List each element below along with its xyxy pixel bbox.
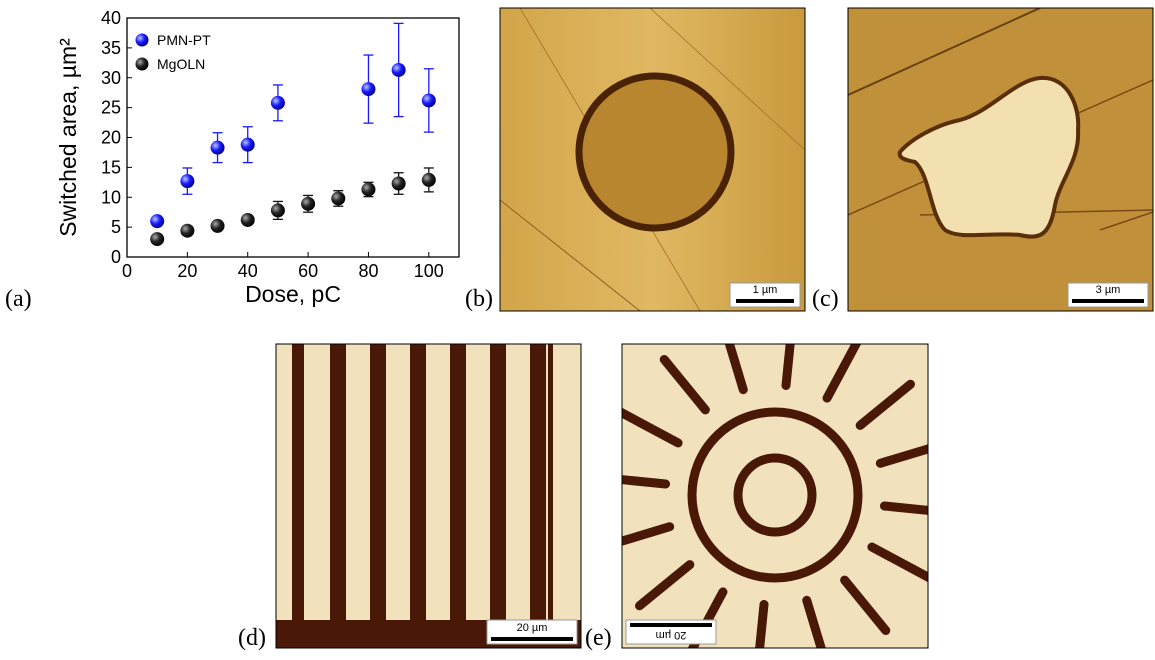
panel-label: (d) — [238, 625, 266, 651]
x-tick-label: 40 — [238, 261, 258, 281]
marker — [180, 174, 194, 188]
x-tick-label: 0 — [122, 261, 132, 281]
marker — [211, 141, 225, 155]
scale-bar-label: 1 µm — [753, 284, 778, 296]
marker — [271, 96, 285, 110]
marker — [392, 63, 406, 77]
image-e — [601, 321, 949, 660]
y-tick-label: 0 — [111, 247, 121, 267]
x-axis-title: Dose, pC — [245, 281, 341, 307]
stripe — [530, 344, 546, 634]
marker — [422, 93, 436, 107]
scale-bar — [1072, 299, 1144, 303]
scale-bar — [736, 299, 794, 303]
figure: 0 5 10 15 20 25 30 35 40 0 20 40 60 80 100 Dose, pC Swit… — [0, 0, 1155, 660]
marker — [150, 232, 164, 246]
scale-bar-label: 3 µm — [1096, 284, 1121, 296]
y-tick-label: 10 — [101, 187, 121, 207]
marker — [301, 197, 315, 211]
y-tick-label: 25 — [101, 98, 121, 118]
y-tick-label: 35 — [101, 38, 121, 58]
stripe — [292, 344, 304, 634]
stripe — [490, 344, 506, 634]
stripe — [370, 344, 386, 634]
x-tick-label: 20 — [177, 261, 197, 281]
y-tick-label: 15 — [101, 157, 121, 177]
marker — [361, 82, 375, 96]
image-d — [276, 344, 581, 648]
panel-label: (a) — [5, 286, 32, 312]
panel-label: (e) — [585, 625, 612, 651]
stripe — [330, 344, 346, 634]
scale-bar-label: 20 µm — [656, 629, 687, 641]
y-tick-label: 5 — [111, 217, 121, 237]
marker — [422, 173, 436, 187]
y-tick-label: 20 — [101, 128, 121, 148]
stripe — [410, 344, 426, 634]
marker — [331, 191, 345, 205]
y-tick-label: 40 — [101, 8, 121, 28]
panel-label: (c) — [812, 286, 839, 312]
marker — [392, 177, 406, 191]
marker — [150, 214, 164, 228]
x-tick-label: 60 — [298, 261, 318, 281]
legend-marker — [136, 58, 149, 71]
stripe — [450, 344, 466, 634]
plot-frame — [127, 18, 459, 257]
chart: 0 5 10 15 20 25 30 35 40 0 20 40 60 80 100 Dose, pC Swit… — [55, 8, 459, 307]
x-tick-label: 100 — [414, 261, 444, 281]
panel-label: (b) — [465, 286, 493, 312]
image-c — [848, 8, 1153, 311]
scale-bar — [491, 637, 573, 641]
legend-label: PMN-PT — [157, 32, 211, 48]
marker — [361, 182, 375, 196]
y-tick-label: 30 — [101, 68, 121, 88]
marker — [271, 203, 285, 217]
legend-marker — [136, 34, 149, 47]
scale-bar — [630, 623, 712, 627]
y-axis-title: Switched area, µm² — [55, 38, 81, 237]
x-tick-label: 80 — [358, 261, 378, 281]
marker — [211, 219, 225, 233]
image-b — [500, 8, 805, 311]
scale-bar-label: 20 µm — [517, 622, 548, 634]
legend-label: MgOLN — [157, 56, 205, 72]
marker — [180, 224, 194, 238]
marker — [241, 213, 255, 227]
stripe — [548, 344, 553, 634]
marker — [241, 138, 255, 152]
